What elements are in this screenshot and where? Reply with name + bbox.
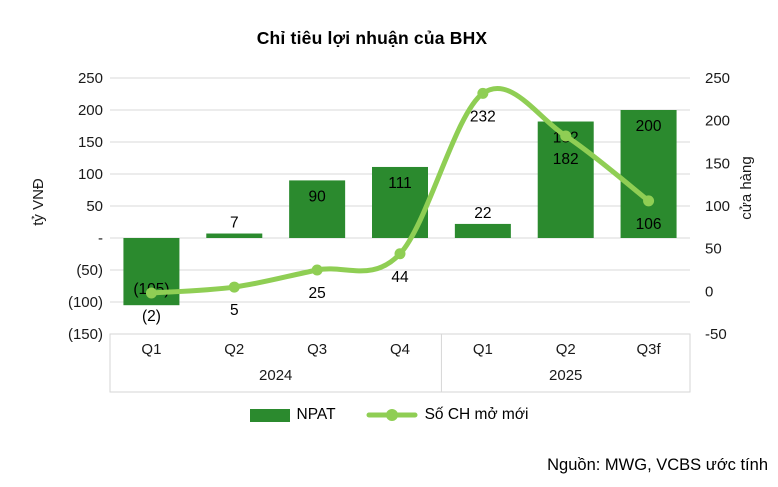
svg-text:232: 232 bbox=[470, 108, 496, 125]
source-note: Nguồn: MWG, VCBS ước tính bbox=[547, 456, 768, 474]
svg-text:22: 22 bbox=[474, 205, 491, 222]
svg-text:Q2: Q2 bbox=[556, 341, 576, 358]
svg-text:cửa hàng: cửa hàng bbox=[738, 156, 755, 219]
bars-series-npat bbox=[123, 110, 677, 306]
svg-text:-: - bbox=[98, 230, 103, 247]
svg-text:200: 200 bbox=[636, 118, 662, 135]
svg-text:(100): (100) bbox=[68, 294, 103, 311]
svg-text:90: 90 bbox=[309, 188, 327, 205]
svg-text:Q3: Q3 bbox=[307, 341, 327, 358]
legend-label-stores: Số CH mở mới bbox=[424, 406, 529, 423]
svg-text:(50): (50) bbox=[76, 262, 103, 279]
category-axis: 2024 2025 Q1 Q2 Q3 Q4 Q1 Q2 Q3f bbox=[109, 333, 691, 393]
svg-text:250: 250 bbox=[705, 70, 730, 87]
svg-text:tỷ VNĐ: tỷ VNĐ bbox=[30, 178, 47, 226]
svg-text:50: 50 bbox=[86, 198, 103, 215]
svg-text:150: 150 bbox=[78, 134, 103, 151]
svg-text:44: 44 bbox=[391, 269, 409, 286]
right-axis-ticks: 250 200 150 100 50 0 -50 bbox=[705, 70, 730, 343]
legend: NPAT Số CH mở mới bbox=[0, 402, 778, 428]
svg-text:100: 100 bbox=[705, 198, 730, 215]
legend-label-npat: NPAT bbox=[296, 406, 336, 423]
svg-text:Q1: Q1 bbox=[473, 341, 493, 358]
svg-text:5: 5 bbox=[230, 302, 239, 319]
svg-text:200: 200 bbox=[78, 102, 103, 119]
svg-text:2025: 2025 bbox=[549, 367, 582, 384]
line-data-labels: (2) 5 25 44 232 182 106 bbox=[142, 108, 662, 325]
svg-text:-50: -50 bbox=[705, 326, 727, 343]
line-marker-swatch-icon bbox=[366, 409, 418, 421]
svg-text:0: 0 bbox=[705, 283, 713, 300]
svg-text:25: 25 bbox=[309, 285, 326, 302]
svg-text:250: 250 bbox=[78, 70, 103, 87]
legend-item-npat: NPAT bbox=[249, 406, 336, 424]
svg-text:Q3f: Q3f bbox=[636, 341, 661, 358]
svg-text:150: 150 bbox=[705, 155, 730, 172]
svg-text:50: 50 bbox=[705, 241, 722, 258]
line-series-stores bbox=[145, 85, 655, 299]
combo-chart-canvas: 25020015010050-(50)(100)(150)25020015010… bbox=[30, 70, 755, 393]
svg-text:106: 106 bbox=[636, 216, 662, 233]
svg-text:Q4: Q4 bbox=[390, 341, 410, 358]
svg-text:100: 100 bbox=[78, 166, 103, 183]
svg-text:2024: 2024 bbox=[259, 367, 292, 384]
svg-text:182: 182 bbox=[553, 151, 579, 168]
left-axis-ticks: 250 200 150 100 50 - (50) (100) (150) bbox=[68, 70, 103, 343]
svg-text:111: 111 bbox=[388, 175, 412, 192]
svg-text:7: 7 bbox=[230, 215, 239, 232]
svg-text:(150): (150) bbox=[68, 326, 103, 343]
chart-title: Chỉ tiêu lợi nhuận của BHX bbox=[256, 28, 488, 48]
axis-titles: tỷ VNĐ cửa hàng bbox=[30, 156, 755, 225]
svg-text:200: 200 bbox=[705, 113, 730, 130]
svg-text:Q2: Q2 bbox=[224, 341, 244, 358]
svg-text:Q1: Q1 bbox=[141, 341, 161, 358]
svg-text:(2): (2) bbox=[142, 308, 161, 325]
npat-bar-swatch-icon bbox=[249, 408, 290, 422]
legend-item-stores: Số CH mở mới bbox=[366, 406, 529, 424]
